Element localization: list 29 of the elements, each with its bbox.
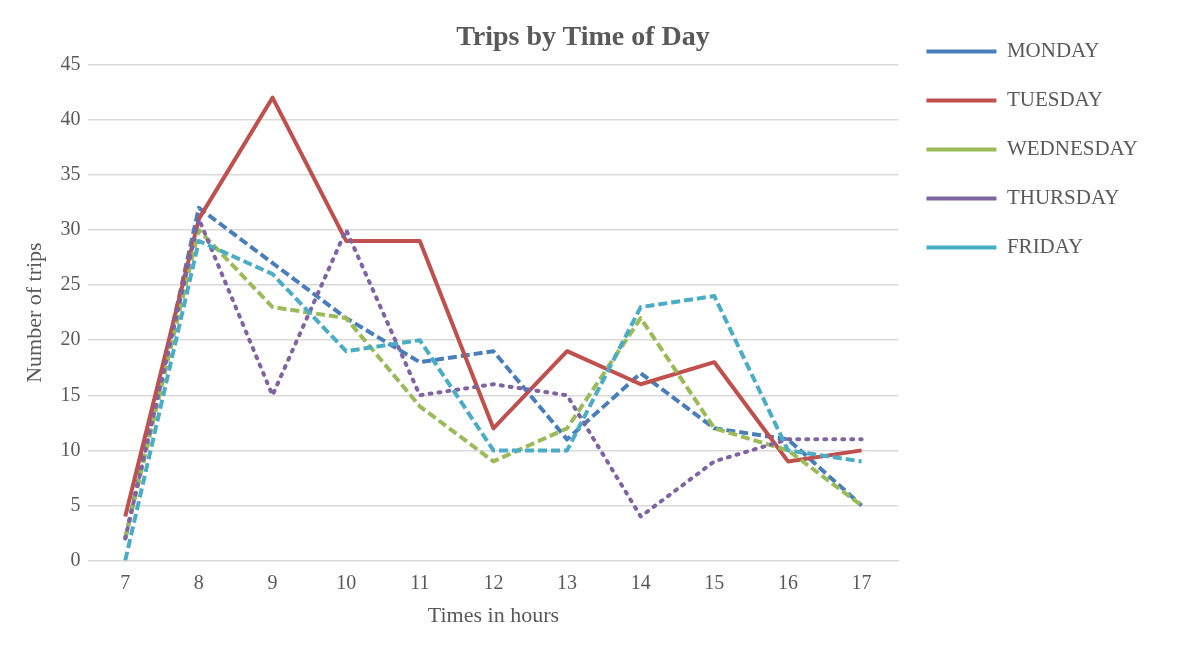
x-tick-label: 11 bbox=[410, 570, 430, 593]
y-tick-label: 30 bbox=[60, 217, 81, 240]
y-tick-label: 0 bbox=[70, 547, 81, 570]
x-tick-label: 9 bbox=[267, 570, 278, 593]
y-tick-label: 25 bbox=[60, 272, 81, 295]
legend-label: TUESDAY bbox=[1006, 87, 1104, 112]
y-tick-label: 20 bbox=[60, 327, 81, 350]
y-tick-label: 5 bbox=[70, 492, 81, 515]
x-tick-label: 14 bbox=[630, 570, 651, 593]
x-tick-label: 8 bbox=[193, 570, 204, 593]
x-tick-label: 13 bbox=[557, 570, 578, 593]
x-tick-label: 10 bbox=[336, 570, 357, 593]
y-tick-label: 40 bbox=[60, 106, 81, 129]
y-tick-label: 15 bbox=[60, 382, 81, 405]
x-tick-label: 7 bbox=[120, 570, 131, 593]
y-axis-title: Number of trips bbox=[20, 242, 46, 383]
x-tick-label: 15 bbox=[704, 570, 725, 593]
y-tick-label: 35 bbox=[60, 162, 81, 185]
legend-label: WEDNESDAY bbox=[1006, 136, 1139, 161]
y-tick-label: 45 bbox=[60, 51, 81, 74]
y-tick-label: 10 bbox=[60, 437, 81, 460]
x-axis-title: Times in hours bbox=[427, 601, 560, 627]
x-tick-label: 17 bbox=[851, 570, 872, 593]
legend-label: THURSDAY bbox=[1006, 185, 1120, 210]
x-tick-label: 16 bbox=[777, 570, 798, 593]
legend-label: MONDAY bbox=[1006, 38, 1100, 63]
chart-title: Trips by Time of Day bbox=[456, 20, 710, 52]
legend-label: FRIDAY bbox=[1006, 234, 1084, 259]
x-tick-label: 12 bbox=[483, 570, 504, 593]
